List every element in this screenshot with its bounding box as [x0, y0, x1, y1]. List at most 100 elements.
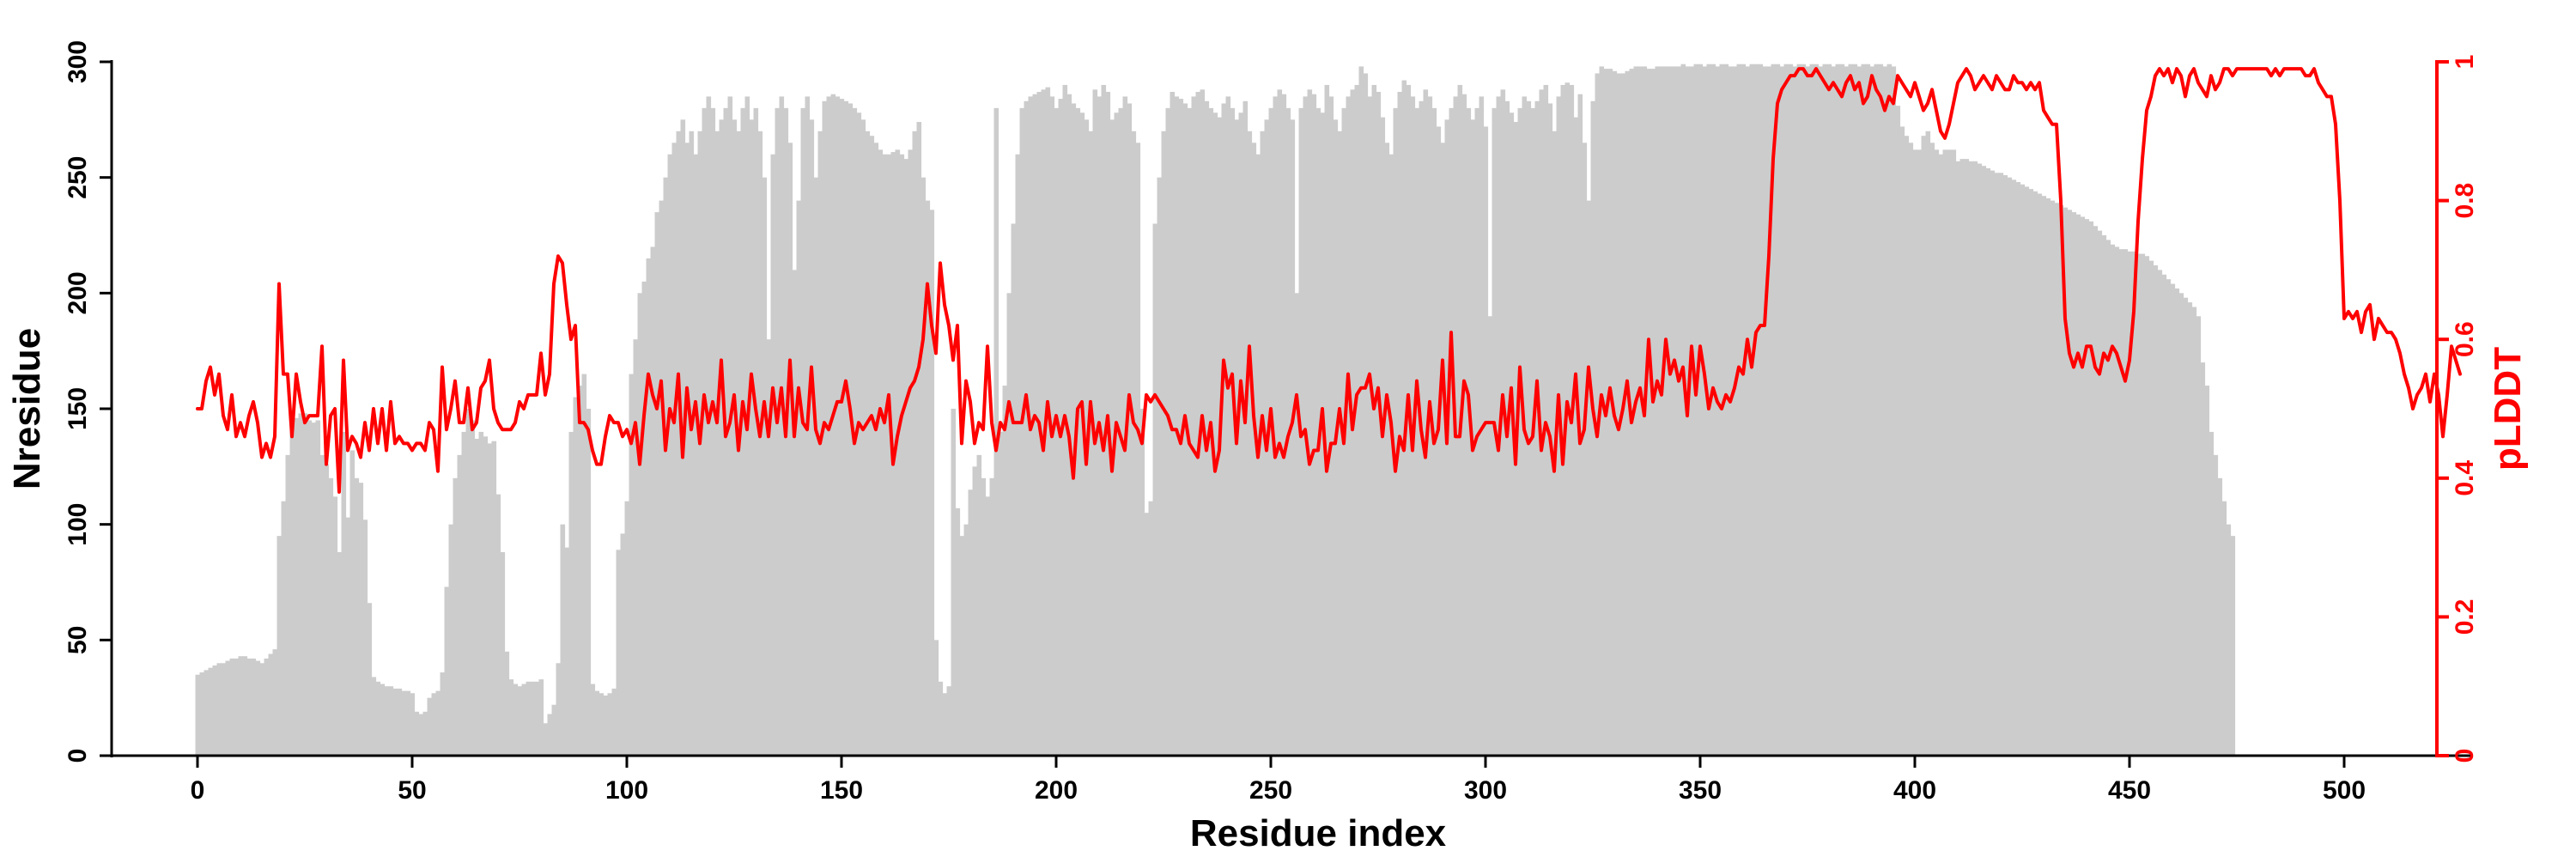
x-tick-label: 250 [1249, 776, 1292, 805]
bar [1109, 119, 1115, 756]
y-left-tick-label: 200 [64, 271, 92, 314]
bar [422, 711, 428, 756]
bar [865, 131, 871, 757]
bar [663, 177, 669, 757]
bar [1753, 64, 1759, 756]
bar [860, 119, 866, 756]
series-line-plddt [196, 67, 2462, 494]
bar [1526, 100, 1532, 757]
bar [641, 281, 647, 756]
bar [981, 477, 987, 756]
bar [912, 131, 918, 757]
bar [1805, 66, 1811, 756]
bar [568, 431, 574, 756]
bar [302, 413, 308, 756]
bar [2148, 260, 2154, 756]
bar [2131, 251, 2137, 757]
bar [1376, 92, 1382, 756]
bar [2183, 297, 2189, 757]
bar [676, 131, 682, 757]
bar [1745, 66, 1751, 756]
bar [590, 684, 596, 756]
bar [2196, 316, 2202, 756]
bar [1011, 223, 1017, 756]
bar [1388, 154, 1394, 757]
bar [1440, 143, 1446, 756]
bars-layer [195, 64, 2236, 757]
bar [1878, 64, 1884, 756]
bar [1625, 70, 1631, 756]
bar [1354, 84, 1360, 757]
bar [2217, 477, 2223, 756]
bar [418, 714, 424, 756]
bar [2174, 288, 2180, 756]
x-tick-label: 100 [605, 776, 648, 805]
bar [577, 386, 583, 756]
y-left-tick-label: 100 [64, 503, 92, 546]
bar [598, 693, 605, 756]
bar [375, 681, 381, 756]
bar [2110, 244, 2116, 756]
bar [1616, 73, 1622, 757]
bar [504, 651, 510, 756]
bar [1238, 112, 1244, 756]
bar [212, 665, 218, 756]
bar [951, 409, 957, 756]
bar [1715, 66, 1721, 756]
bar [1921, 136, 1927, 756]
bar [457, 454, 463, 756]
bar [1135, 143, 1141, 756]
bar [1032, 94, 1038, 756]
x-tick-label: 300 [1464, 776, 1507, 805]
bar [371, 677, 377, 756]
bar [1809, 64, 1815, 756]
bar [2071, 212, 2077, 756]
bar [2178, 293, 2184, 757]
bar [1912, 149, 1918, 757]
bar [2058, 204, 2064, 757]
bar [1045, 87, 1051, 756]
bar [985, 496, 991, 756]
bar [629, 374, 635, 756]
bar [513, 684, 519, 756]
bar [603, 695, 609, 756]
bar [1281, 94, 1287, 756]
bar [963, 524, 969, 756]
bar [775, 107, 781, 757]
bar [1676, 66, 1682, 756]
bar [1972, 161, 1978, 756]
bar [294, 417, 300, 756]
bar [1814, 64, 1820, 756]
bar [899, 154, 905, 757]
bar [1427, 96, 1433, 756]
bar [1195, 92, 1201, 756]
bar [195, 674, 201, 756]
bar [1818, 66, 1824, 756]
bar [594, 690, 600, 756]
bar [1595, 73, 1601, 757]
x-tick-label: 200 [1035, 776, 1078, 805]
bar [551, 704, 557, 756]
bar [1547, 103, 1553, 757]
bar [1294, 293, 1300, 757]
bar [753, 107, 759, 757]
bar [311, 422, 317, 756]
bar [1934, 149, 1940, 757]
x-tick-label: 0 [191, 776, 205, 805]
bar [946, 686, 952, 756]
x-tick-label: 450 [2108, 776, 2151, 805]
bar [530, 681, 536, 756]
bar [547, 714, 553, 756]
bar [1225, 96, 1231, 756]
bar [1710, 64, 1716, 756]
bar [564, 547, 570, 756]
bar [1801, 64, 1807, 756]
bar [2213, 454, 2219, 756]
bar [435, 690, 441, 756]
bar [1590, 100, 1596, 757]
bar [2230, 536, 2236, 756]
bar [221, 663, 227, 756]
bar [1899, 126, 1905, 756]
bar [856, 112, 862, 756]
bar [1736, 64, 1742, 756]
